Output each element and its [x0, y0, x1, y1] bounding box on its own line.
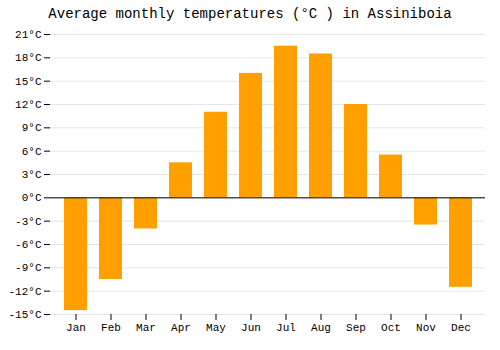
svg-text:Nov: Nov	[416, 322, 436, 334]
svg-text:3°C: 3°C	[22, 169, 42, 181]
svg-text:21°C: 21°C	[15, 29, 42, 41]
svg-text:Aug: Aug	[311, 322, 331, 334]
svg-text:Dec: Dec	[451, 322, 471, 334]
svg-text:Jun: Jun	[241, 322, 261, 334]
svg-text:May: May	[206, 322, 226, 334]
svg-text:-9°C: -9°C	[15, 262, 42, 274]
svg-text:6°C: 6°C	[22, 146, 42, 158]
svg-text:Jul: Jul	[276, 322, 296, 334]
svg-text:12°C: 12°C	[15, 99, 42, 111]
svg-text:-3°C: -3°C	[15, 216, 42, 228]
svg-text:18°C: 18°C	[15, 52, 42, 64]
html-text:Average monthly temperatures (: Average monthly temperatures (°C ) in As…	[48, 6, 452, 22]
svg-text:9°C: 9°C	[22, 122, 42, 134]
svg-text:0°C: 0°C	[22, 192, 42, 204]
svg-text:Oct: Oct	[381, 322, 401, 334]
svg-text:Jan: Jan	[66, 322, 86, 334]
svg-text:Apr: Apr	[171, 322, 191, 334]
svg-text:-12°C: -12°C	[8, 286, 41, 298]
svg-text:Feb: Feb	[101, 322, 121, 334]
svg-text:Sep: Sep	[346, 322, 366, 334]
svg-text:Mar: Mar	[136, 322, 156, 334]
svg-text:-6°C: -6°C	[15, 239, 42, 251]
svg-text:15°C: 15°C	[15, 76, 42, 88]
svg-text:-15°C: -15°C	[8, 309, 41, 321]
